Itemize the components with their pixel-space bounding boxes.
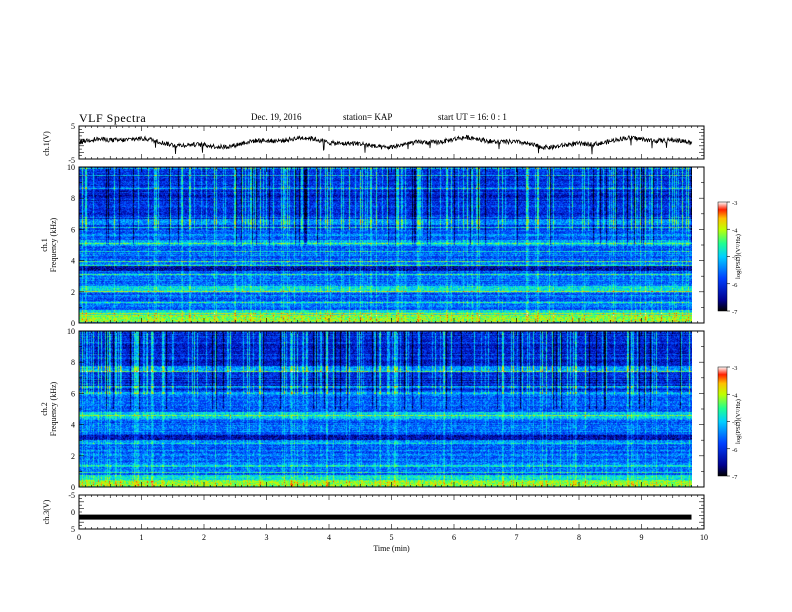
ytick-label: 10 [67, 327, 75, 336]
chart-title: VLF Spectra [79, 111, 147, 125]
ch1-frequency-axis-title: ch.1 [40, 238, 49, 252]
xtick-label: 4 [327, 533, 331, 542]
colorbar-tick-label: -6 [732, 282, 738, 289]
xtick-label: 8 [577, 533, 581, 542]
colorbar-tick-label: -3 [732, 200, 737, 207]
ytick-label: 8 [71, 194, 75, 203]
ch3-signal-line [79, 514, 692, 520]
ytick-label: 2 [71, 288, 75, 297]
ch2-frequency-axis-title: Frequency (kHz) [49, 381, 58, 436]
spectrogram-spectrogram-ch2 [79, 331, 692, 487]
xtick-label: 9 [640, 533, 644, 542]
ytick-label: 0 [71, 483, 75, 492]
colorbar-title: log(PSD)(V²/Hz) [735, 234, 742, 279]
panel-frame-ch3 [78, 494, 705, 530]
xtick-label: 2 [202, 533, 206, 542]
xtick-label: 3 [265, 533, 269, 542]
ytick-label: -5 [68, 491, 75, 500]
xtick-label: 5 [390, 533, 394, 542]
ytick-label: 4 [71, 257, 75, 266]
ch2-frequency-axis-title: ch.2 [40, 402, 49, 416]
ytick-label: -5 [68, 156, 75, 165]
station-label: station= KAP [343, 112, 393, 122]
xtick-label: 6 [452, 533, 456, 542]
colorbar-tick-label: -4 [732, 227, 738, 234]
colorbar-title: log(PSD)(V²/Hz) [735, 399, 742, 444]
x-axis-title: Time (min) [373, 544, 410, 553]
colorbar-spectrogram-ch1 [717, 201, 728, 312]
ytick-label: 4 [71, 421, 75, 430]
ytick-label: 2 [71, 452, 75, 461]
colorbar-tick-label: -7 [732, 309, 738, 316]
ytick-label: 5 [71, 122, 75, 131]
ch1-frequency-axis-title: Frequency (kHz) [49, 217, 58, 272]
colorbar-tick-label: -4 [732, 392, 738, 399]
colorbar-tick-label: -5 [732, 420, 737, 427]
xtick-label: 10 [700, 533, 708, 542]
xtick-label: 7 [515, 533, 519, 542]
colorbar-tick-label: -5 [732, 255, 737, 262]
start-ut-label: start UT = 16: 0 : 1 [438, 112, 507, 122]
ytick-label: 5 [71, 525, 75, 534]
colorbar-tick-label: -3 [732, 365, 737, 372]
xtick-label: 0 [77, 533, 81, 542]
ch3-voltage-axis-title: ch.3(V) [42, 499, 51, 524]
ytick-label: 0 [71, 508, 75, 517]
ytick-label: 6 [71, 389, 75, 398]
ch1-waveform-line [78, 134, 693, 155]
ytick-label: 0 [71, 319, 75, 328]
xtick-label: 1 [140, 533, 144, 542]
date-label: Dec. 19, 2016 [251, 112, 302, 122]
colorbar-tick-label: -7 [732, 474, 738, 481]
colorbar-tick-label: -6 [732, 447, 738, 454]
ytick-label: 10 [67, 163, 75, 172]
ytick-label: 8 [71, 358, 75, 367]
spectrogram-spectrogram-ch1 [79, 167, 692, 323]
ch1-voltage-axis-title: ch.1(V) [42, 131, 51, 156]
colorbar-spectrogram-ch2 [717, 366, 728, 477]
ytick-label: 6 [71, 225, 75, 234]
